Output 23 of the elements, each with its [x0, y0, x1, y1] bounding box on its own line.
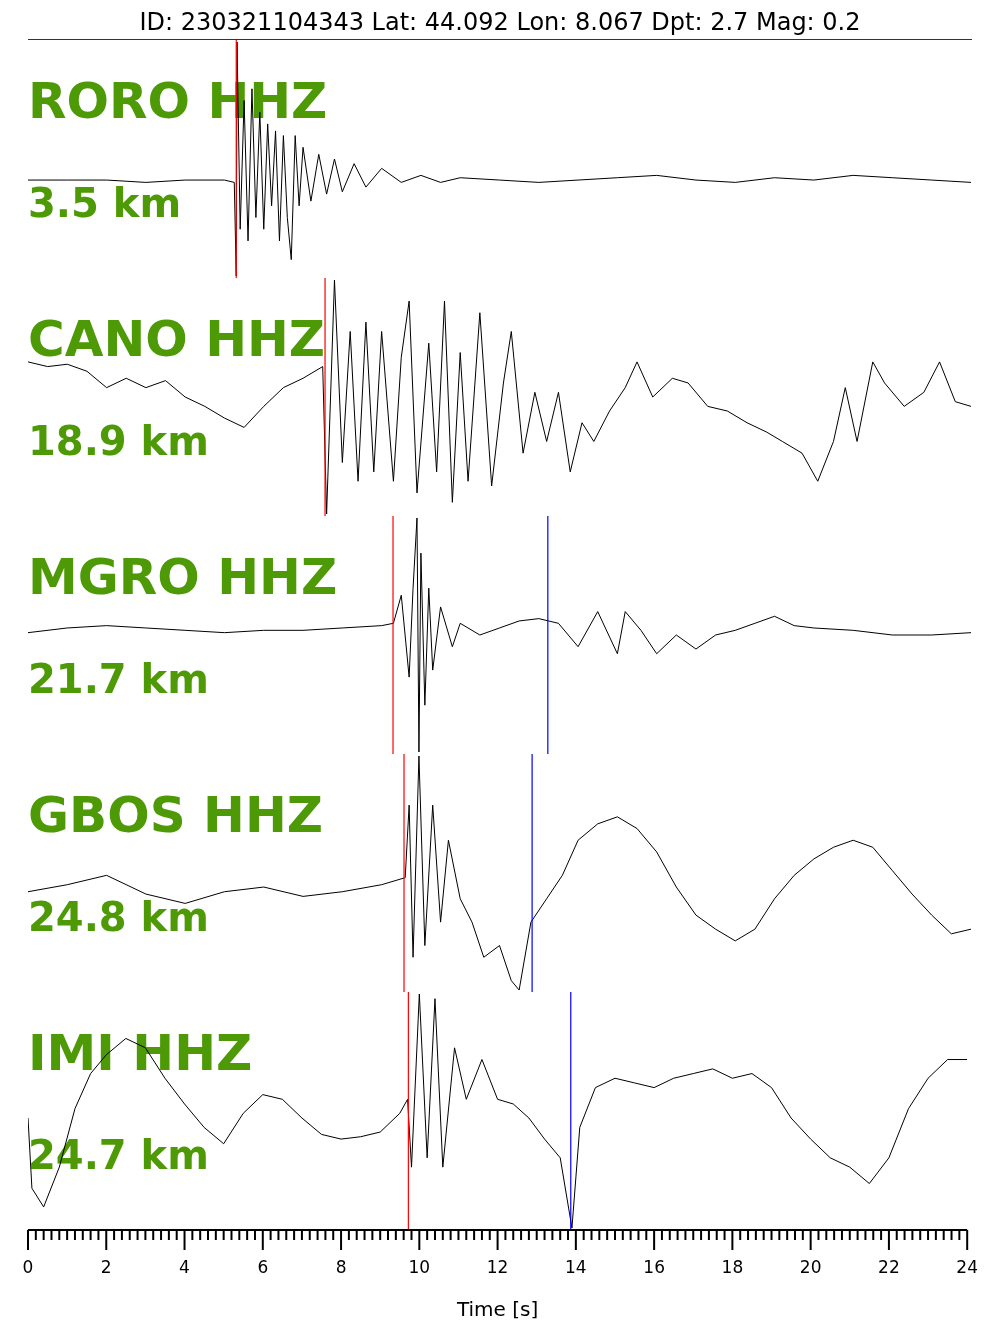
- x-tick-label: 4: [179, 1256, 190, 1277]
- annotation: 3.5 km: [28, 180, 182, 226]
- x-tick-label: 8: [335, 1256, 347, 1277]
- x-tick-label: 6: [257, 1256, 269, 1277]
- annotation: GBOS HHZ: [28, 786, 324, 844]
- x-tick-label: 18: [721, 1256, 744, 1277]
- x-tick-label: 0: [22, 1256, 34, 1277]
- x-tick-label: 16: [643, 1256, 665, 1277]
- annotation: 24.8 km: [28, 894, 209, 940]
- annotation: MGRO HHZ: [28, 548, 338, 606]
- x-tick-label: 22: [878, 1256, 900, 1277]
- x-tick-label: 2: [100, 1256, 112, 1277]
- x-tick-label: 20: [799, 1256, 822, 1277]
- x-tick-label: 10: [408, 1256, 431, 1277]
- annotation: 21.7 km: [28, 656, 209, 702]
- chart-title: ID: 230321104343 Lat: 44.092 Lon: 8.067 Dpt: 2.7 Mag: 0.2: [28, 0, 972, 40]
- x-tick-label: 24: [956, 1256, 978, 1277]
- annotation: 18.9 km: [28, 418, 209, 464]
- x-tick-label: 14: [565, 1256, 587, 1277]
- x-tick-label: 12: [486, 1256, 509, 1277]
- annotation: CANO HHZ: [28, 310, 326, 368]
- x-axis-title: Time [s]: [455, 1297, 539, 1322]
- annotation: 24.7 km: [28, 1132, 209, 1178]
